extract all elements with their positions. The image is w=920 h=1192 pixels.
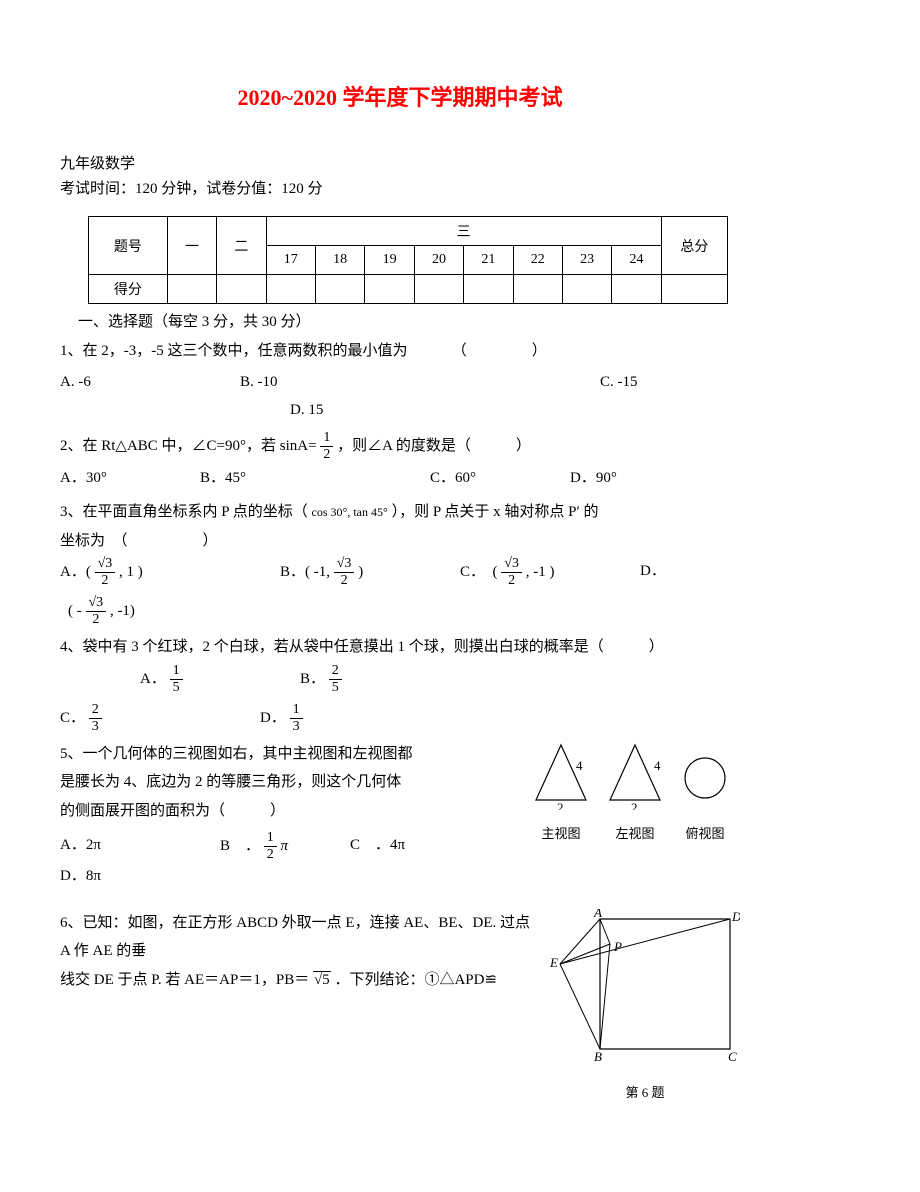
q1-opt-c: C. -15: [600, 368, 638, 397]
q1-opt-a: A. -6: [60, 368, 240, 397]
sqrt-icon: √5: [313, 971, 331, 988]
blank-cell: [513, 275, 562, 304]
blank-cell: [414, 275, 463, 304]
q3-mid: cos 30°, tan 45°: [312, 505, 388, 519]
blank-cell: [464, 275, 513, 304]
cell-17: 17: [266, 246, 315, 275]
q5-l3: 的侧面展开图的面积为（ ）: [60, 803, 285, 819]
q3: 3、在平面直角坐标系内 P 点的坐标（ cos 30°, tan 45° ），则…: [60, 498, 740, 627]
th-total: 总分: [661, 217, 727, 275]
q2-opt-c: C．60°: [430, 464, 570, 493]
q2-opt-a: A．30°: [60, 464, 200, 493]
exam-info: 考试时间：120 分钟，试卷分值：120 分: [60, 177, 740, 198]
circle-icon: [680, 740, 730, 810]
q4-text: 4、袋中有 3 个红球，2 个白球，若从袋中任意摸出 1 个球，则摸出白球的概率…: [60, 639, 664, 655]
q3-tail: ），则 P 点关于 x 轴对称点 P′ 的: [392, 504, 599, 520]
q6: A D B C E P 第 6 题 6、已知：如图，在正方形 ABCD 外取一点…: [60, 909, 740, 995]
cell-24: 24: [612, 246, 661, 275]
q2-opt-d: D．90°: [570, 464, 617, 493]
svg-text:B: B: [594, 1049, 602, 1064]
q3-tail2: 坐标为 （ ）: [60, 533, 218, 549]
blank-cell: [365, 275, 414, 304]
cell-23: 23: [562, 246, 611, 275]
square-figure-icon: A D B C E P: [550, 909, 740, 1069]
score-table: 题号 一 二 三 总分 17 18 19 20 21 22 23 24 得分: [88, 216, 728, 304]
svg-text:C: C: [728, 1049, 737, 1064]
blank-cell: [217, 275, 266, 304]
q6-caption: 第 6 题: [550, 1081, 740, 1106]
blank-cell: [266, 275, 315, 304]
q2-frac-icon: 12: [320, 431, 333, 462]
q2-text2: ，则∠A 的度数是（ ）: [337, 437, 531, 453]
grade-subject: 九年级数学: [60, 152, 740, 173]
q2: 2、在 Rt△ABC 中，∠C=90°，若 sinA= 12 ，则∠A 的度数是…: [60, 431, 740, 493]
cell-22: 22: [513, 246, 562, 275]
svg-text:2: 2: [557, 800, 564, 810]
q3-lead: 3、在平面直角坐标系内 P 点的坐标（: [60, 504, 308, 520]
q1: 1、在 2，-3，-5 这三个数中，任意两数积的最小值为 （ ） A. -6 B…: [60, 337, 740, 425]
q1-opt-b: B. -10: [240, 368, 600, 397]
q3-opt-d-cont: ( - √32 , -1): [68, 596, 740, 627]
exam-title: 2020~2020 学年度下学期期中考试: [60, 80, 740, 112]
svg-text:P: P: [613, 939, 622, 954]
cell-20: 20: [414, 246, 463, 275]
q5-opt-c: C ．4π: [350, 831, 470, 862]
cell-19: 19: [365, 246, 414, 275]
q1-blank: （ ）: [411, 343, 548, 359]
q6-figure: A D B C E P 第 6 题: [550, 909, 740, 1106]
q3-opt-c: C． ( √32 , -1 ): [460, 557, 640, 588]
q1-text: 1、在 2，-3，-5 这三个数中，任意两数积的最小值为: [60, 343, 408, 359]
th-one: 一: [167, 217, 216, 275]
q2-opt-b: B．45°: [200, 464, 430, 493]
q5-l1: 5、一个几何体的三视图如右，其中主视图和左视图都: [60, 746, 413, 762]
q3-opt-b: B．( -1, √32 ): [280, 557, 460, 588]
q4-opt-d: D． 13: [260, 703, 303, 734]
th-score: 得分: [89, 275, 168, 304]
cell-21: 21: [464, 246, 513, 275]
left-view: 4 2 左视图: [606, 740, 664, 847]
blank-cell: [562, 275, 611, 304]
blank-cell: [612, 275, 661, 304]
cell-18: 18: [315, 246, 364, 275]
three-views-figure: 4 2 主视图 4 2 左视图 俯视图: [532, 740, 730, 847]
q4: 4、袋中有 3 个红球，2 个白球，若从袋中任意摸出 1 个球，则摸出白球的概率…: [60, 633, 740, 734]
th-three: 三: [266, 217, 661, 246]
main-view: 4 2 主视图: [532, 740, 590, 847]
q4-opt-a: A． 15: [140, 664, 300, 695]
q3-opt-d: D．: [640, 557, 666, 588]
blank-cell: [661, 275, 727, 304]
q5-opt-a: A．2π: [60, 831, 220, 862]
q5: 4 2 主视图 4 2 左视图 俯视图 5、一个几何体的三视图如右，其中主视图和…: [60, 740, 740, 891]
q3-opt-a: A．( √32 , 1 ): [60, 557, 280, 588]
q5-opt-d: D．8π: [60, 862, 101, 891]
blank-cell: [167, 275, 216, 304]
q5-l2: 是腰长为 4、底边为 2 的等腰三角形，则这个几何体: [60, 774, 401, 790]
q4-opt-c: C． 23: [60, 703, 260, 734]
q4-opt-b: B． 25: [300, 664, 342, 695]
svg-text:D: D: [731, 909, 740, 924]
svg-text:E: E: [550, 955, 558, 970]
q1-opt-d: D. 15: [290, 402, 323, 418]
q2-text: 2、在 Rt△ABC 中，∠C=90°，若 sinA=: [60, 437, 317, 453]
q5-opt-b: B ． 12 π: [220, 831, 350, 862]
triangle-icon: 4 2: [532, 740, 590, 810]
th-number: 题号: [89, 217, 168, 275]
svg-text:2: 2: [631, 800, 638, 810]
svg-text:4: 4: [654, 758, 661, 773]
top-view: 俯视图: [680, 740, 730, 847]
svg-text:A: A: [593, 909, 602, 920]
section-1-head: 一、选择题（每空 3 分，共 30 分）: [78, 310, 740, 331]
triangle-icon: 4 2: [606, 740, 664, 810]
th-two: 二: [217, 217, 266, 275]
svg-text:4: 4: [576, 758, 583, 773]
blank-cell: [315, 275, 364, 304]
